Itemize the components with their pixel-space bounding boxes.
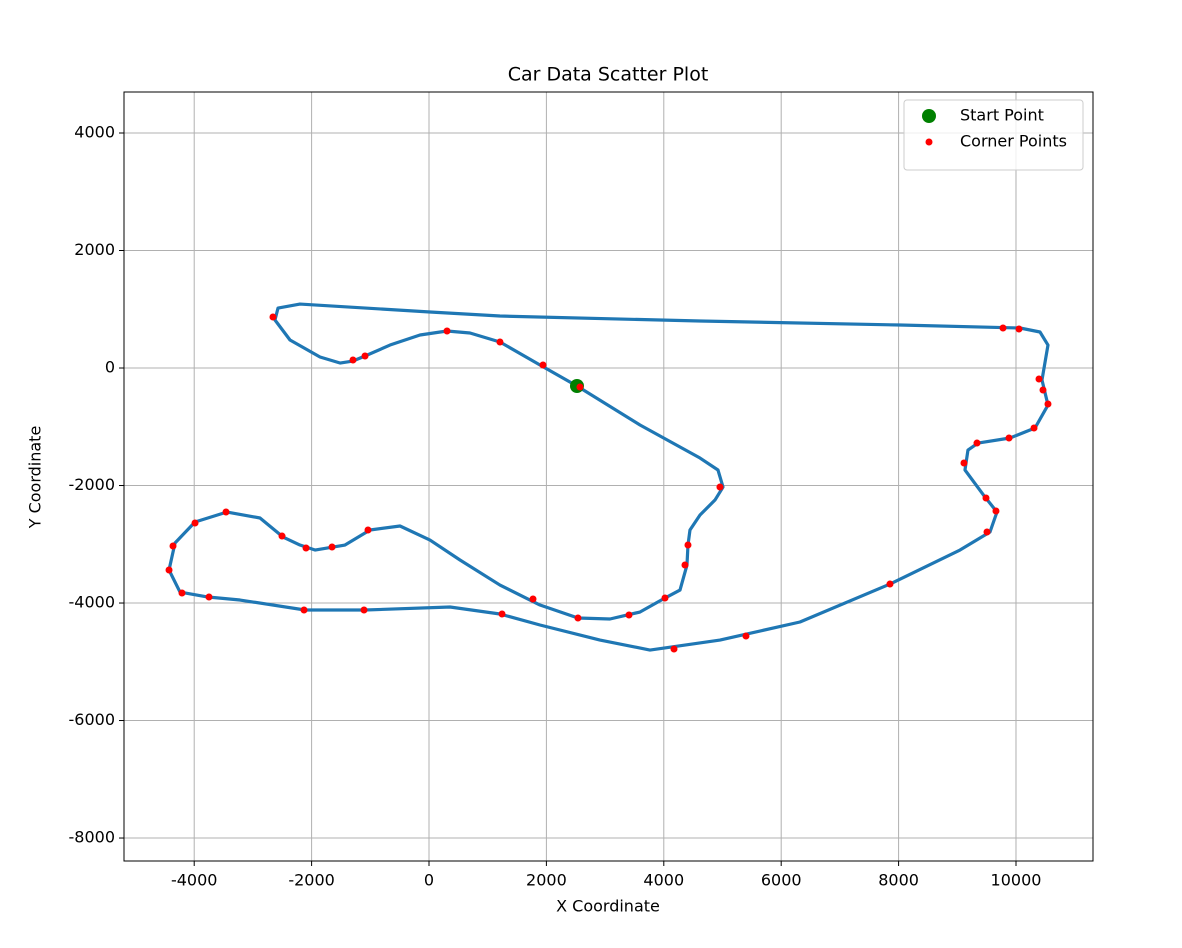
point [684,541,692,549]
y-tick-label: 0 [105,358,115,377]
x-axis-label: X Coordinate [556,897,660,916]
point [670,645,678,653]
x-tick-label: 10000 [991,871,1042,890]
x-tick-label: 0 [424,871,434,890]
point [269,313,277,321]
point [302,544,310,552]
y-tick-label: 2000 [74,240,115,259]
point [496,338,504,346]
point [886,580,894,588]
point [300,606,308,614]
point [222,508,230,516]
legend: Start Point Corner Points [903,99,1084,171]
point [999,324,1007,332]
point [328,543,336,551]
point [1039,386,1047,394]
legend-label: Start Point [960,106,1044,125]
point [576,383,584,391]
point [1015,325,1023,333]
point [625,611,633,619]
chart-title: Car Data Scatter Plot [508,64,709,86]
point [973,439,981,447]
point [1030,424,1038,432]
y-tick-label: 4000 [74,123,115,142]
x-tick-label: -4000 [171,871,218,890]
point [539,361,547,369]
y-tick-label: -6000 [69,710,116,729]
point [992,507,1000,515]
track [167,302,1050,652]
y-tick-label: -2000 [69,475,116,494]
point [1035,375,1043,383]
point [1005,434,1013,442]
point [982,494,990,502]
point [716,483,724,491]
x-tick-label: 4000 [643,871,684,890]
point [742,632,750,640]
point [1044,400,1052,408]
legend-label: Corner Points [960,132,1067,151]
point [191,519,199,527]
point [661,594,669,602]
legend-marker [925,138,933,146]
point [360,606,368,614]
point [574,614,582,622]
point [498,610,506,618]
point [529,595,537,603]
point [178,589,186,597]
point [364,526,372,534]
y-tick-label: -8000 [69,828,116,847]
point [349,356,357,364]
x-tick-label: 8000 [878,871,919,890]
y-axis-label: Y Coordinate [26,426,45,530]
point [443,327,451,335]
legend-marker [922,109,936,123]
point [205,593,213,601]
point [165,566,173,574]
point [361,352,369,360]
y-tick-label: -4000 [69,593,116,612]
legend-box [903,99,1084,171]
point [983,528,991,536]
point [169,542,177,550]
point [681,561,689,569]
x-tick-label: -2000 [288,871,335,890]
plot-frame [123,91,1094,862]
x-tick-label: 6000 [761,871,802,890]
x-tick-label: 2000 [526,871,567,890]
point [278,532,286,540]
point [960,459,968,467]
